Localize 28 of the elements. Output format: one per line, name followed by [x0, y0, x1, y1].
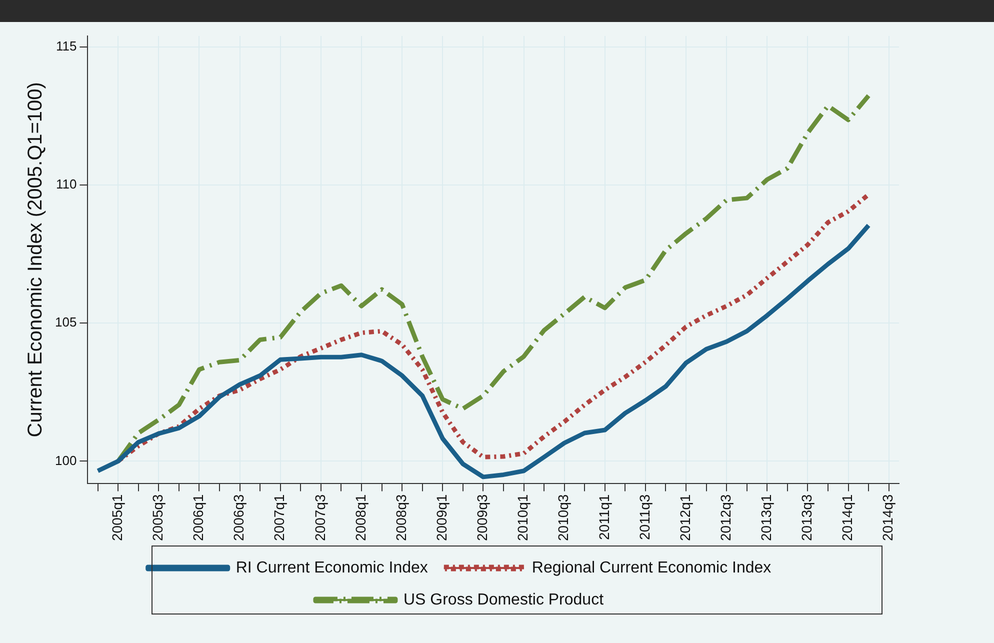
x-tick-label: 2013q3: [798, 494, 815, 541]
x-tick-label: 2006q1: [190, 494, 206, 541]
x-tick-label: 2008q1: [352, 494, 368, 541]
x-tick-label: 2014q1: [839, 494, 856, 541]
x-tick-label: 2010q1: [514, 494, 531, 541]
legend-label: RI Current Economic Index: [236, 559, 428, 576]
legend-label: Regional Current Economic Index: [532, 559, 772, 576]
x-tick-label: 2013q1: [758, 494, 774, 541]
legend-label: US Gross Domestic Product: [403, 591, 604, 608]
x-tick-label: 2007q1: [271, 494, 288, 541]
x-tick-label: 2014q3: [880, 494, 896, 541]
x-tick-label: 2005q3: [150, 494, 166, 541]
x-tick-label: 2006q3: [230, 494, 247, 541]
y-tick-label: 110: [56, 176, 77, 192]
x-tick-label: 2009q3: [474, 494, 490, 541]
x-tick-label: 2009q1: [433, 494, 450, 541]
y-axis-title: Current Economic Index (2005.Q1=100): [24, 82, 47, 438]
y-tick-label: 115: [56, 38, 77, 54]
x-tick-label: 2008q3: [392, 494, 409, 541]
x-tick-label: 2012q3: [717, 494, 734, 541]
y-tick-label: 100: [54, 452, 77, 468]
x-tick-label: 2010q3: [555, 494, 572, 541]
x-tick-label: 2011q3: [636, 494, 652, 540]
x-tick-label: 2005q1: [108, 494, 125, 541]
x-tick-label: 2011q1: [596, 494, 612, 540]
x-tick-label: 2007q3: [312, 494, 328, 541]
x-tick-label: 2012q1: [676, 494, 693, 541]
y-tick-label: 105: [54, 314, 77, 330]
